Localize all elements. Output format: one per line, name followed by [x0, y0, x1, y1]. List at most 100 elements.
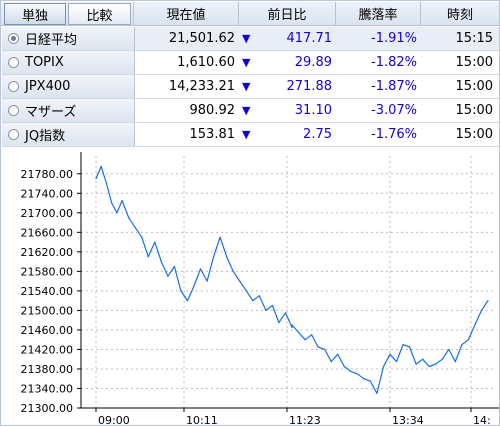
- index-row[interactable]: JPX400 14,233.21 ▼ 271.88 -1.87% 15:00: [2, 75, 499, 99]
- time-value: 15:00: [455, 55, 493, 70]
- price-point: [206, 280, 208, 282]
- price-point: [291, 324, 293, 326]
- price-point: [213, 256, 215, 258]
- intraday-chart: 21780.00 21740.00 21700.00 21660.00 21620.00…: [21, 152, 499, 426]
- price-point: [435, 363, 437, 365]
- price-point: [291, 326, 293, 329]
- price-point: [284, 312, 287, 314]
- price-point: [409, 346, 411, 348]
- change-value: 29.89: [294, 55, 332, 70]
- change-cell: ▼ 2.75: [239, 123, 336, 146]
- price-point: [324, 348, 326, 351]
- price-point: [350, 370, 352, 372]
- price-point: [226, 256, 228, 258]
- price-point: [173, 265, 175, 268]
- price-point: [111, 202, 113, 204]
- price-point: [167, 275, 169, 277]
- price-point: [441, 358, 443, 360]
- price-point: [180, 290, 182, 292]
- tab-single[interactable]: 単独: [4, 3, 66, 25]
- price-point: [474, 324, 476, 326]
- price-series-line: [95, 165, 489, 394]
- index-name: JQ指数: [25, 129, 66, 144]
- price-point: [219, 236, 221, 238]
- index-name-cell[interactable]: 日経平均: [2, 27, 135, 50]
- index-name: JPX400: [25, 79, 71, 94]
- price-point: [389, 353, 391, 355]
- time-value: 15:00: [455, 127, 493, 142]
- price-point: [154, 241, 156, 243]
- price-point: [402, 343, 404, 346]
- y-tick-label: 21420.00: [21, 343, 74, 356]
- price-point: [428, 365, 430, 368]
- y-tick-label: 21340.00: [21, 382, 74, 395]
- y-tick-label: 21300.00: [21, 402, 74, 415]
- x-tick-label: 14:: [473, 414, 491, 426]
- price-point: [252, 300, 254, 302]
- price-point: [311, 334, 313, 336]
- y-tick-label: 21660.00: [21, 226, 74, 239]
- down-triangle-icon: ▼: [242, 80, 251, 93]
- price-point: [343, 365, 345, 368]
- change-cell: ▼ 417.71: [239, 27, 336, 50]
- price-point: [278, 322, 280, 324]
- price-point: [363, 378, 365, 380]
- change-cell: ▼ 271.88: [239, 75, 336, 98]
- index-name-cell[interactable]: JQ指数: [2, 123, 135, 146]
- time-value: 15:15: [455, 31, 493, 46]
- price-point: [199, 268, 202, 270]
- index-row[interactable]: 日経平均 21,501.62 ▼ 417.71 -1.91% 15:15: [2, 27, 499, 51]
- price-point: [141, 236, 143, 238]
- price-point: [116, 212, 118, 214]
- y-tick-label: 21500.00: [21, 304, 74, 317]
- radio-button-icon[interactable]: [8, 105, 19, 116]
- price-point: [376, 392, 378, 394]
- price-point: [480, 309, 483, 311]
- price-value: 153.81: [189, 127, 236, 142]
- price-point: [121, 200, 123, 202]
- price-point: [134, 226, 136, 229]
- price-point: [232, 270, 234, 272]
- pct-value: -1.91%: [371, 31, 417, 46]
- price-point: [422, 358, 424, 360]
- index-name-cell[interactable]: JPX400: [2, 75, 135, 98]
- price-point: [337, 353, 339, 355]
- index-name-cell[interactable]: TOPIX: [2, 51, 135, 74]
- pct-value: -1.76%: [371, 127, 417, 142]
- price-point: [160, 261, 162, 263]
- price-point: [95, 178, 97, 180]
- radio-button-icon[interactable]: [8, 81, 19, 92]
- tab-compare[interactable]: 比較: [68, 3, 131, 25]
- x-tick-label: 10:11: [186, 414, 218, 426]
- price-point: [239, 280, 241, 282]
- x-tick-label: 11:23: [289, 414, 321, 426]
- index-row[interactable]: TOPIX 1,610.60 ▼ 29.89 -1.82% 15:00: [2, 51, 499, 75]
- y-tick-label: 21740.00: [21, 187, 74, 200]
- price-value: 980.92: [189, 103, 236, 118]
- price-point: [317, 346, 319, 348]
- price-point: [258, 295, 260, 297]
- y-tick-label: 21380.00: [21, 363, 74, 376]
- change-value: 271.88: [286, 79, 333, 94]
- index-row[interactable]: マザーズ 980.92 ▼ 31.10 -3.07% 15:00: [2, 99, 499, 123]
- price-point: [461, 343, 463, 346]
- price-point: [304, 339, 306, 341]
- price-point: [467, 339, 469, 341]
- radio-button-icon[interactable]: [8, 57, 19, 68]
- index-row[interactable]: JQ指数 153.81 ▼ 2.75 -1.76% 15:00: [2, 123, 499, 147]
- down-triangle-icon: ▼: [242, 104, 251, 117]
- time-value: 15:00: [455, 79, 493, 94]
- price-point: [448, 348, 450, 351]
- radio-button-icon[interactable]: [8, 129, 19, 140]
- change-value: 2.75: [303, 127, 332, 142]
- y-tick-label: 21580.00: [21, 265, 74, 278]
- radio-button-icon[interactable]: [8, 33, 19, 44]
- price-point: [395, 361, 398, 363]
- index-name: TOPIX: [25, 55, 64, 70]
- price-point: [415, 363, 417, 365]
- price-value: 1,610.60: [177, 55, 235, 70]
- price-point: [245, 290, 247, 292]
- index-name-cell[interactable]: マザーズ: [2, 99, 135, 122]
- index-name: 日経平均: [25, 33, 78, 48]
